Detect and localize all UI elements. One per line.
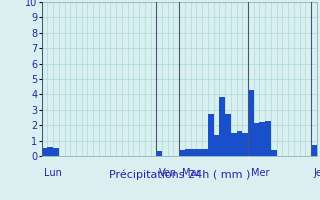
Bar xyxy=(53,148,59,156)
Bar xyxy=(254,123,260,156)
Bar xyxy=(196,149,202,156)
Text: Jeu: Jeu xyxy=(314,168,320,178)
Text: Lun: Lun xyxy=(44,168,62,178)
X-axis label: Précipitations 24h ( mm ): Précipitations 24h ( mm ) xyxy=(108,170,250,180)
Bar xyxy=(208,114,214,156)
Bar xyxy=(236,131,242,156)
Bar xyxy=(42,148,47,156)
Bar xyxy=(242,133,248,156)
Bar xyxy=(185,149,191,156)
Bar xyxy=(231,133,236,156)
Bar xyxy=(191,149,196,156)
Text: Mer: Mer xyxy=(251,168,269,178)
Bar xyxy=(202,149,208,156)
Text: Ven: Ven xyxy=(159,168,177,178)
Bar xyxy=(179,150,185,156)
Bar xyxy=(225,114,231,156)
Bar xyxy=(260,122,265,156)
Bar xyxy=(311,145,317,156)
Bar xyxy=(219,97,225,156)
Bar xyxy=(47,147,53,156)
Bar xyxy=(265,121,271,156)
Bar xyxy=(214,135,219,156)
Bar xyxy=(248,90,254,156)
Text: Mar: Mar xyxy=(182,168,201,178)
Bar xyxy=(271,150,277,156)
Bar xyxy=(156,151,162,156)
